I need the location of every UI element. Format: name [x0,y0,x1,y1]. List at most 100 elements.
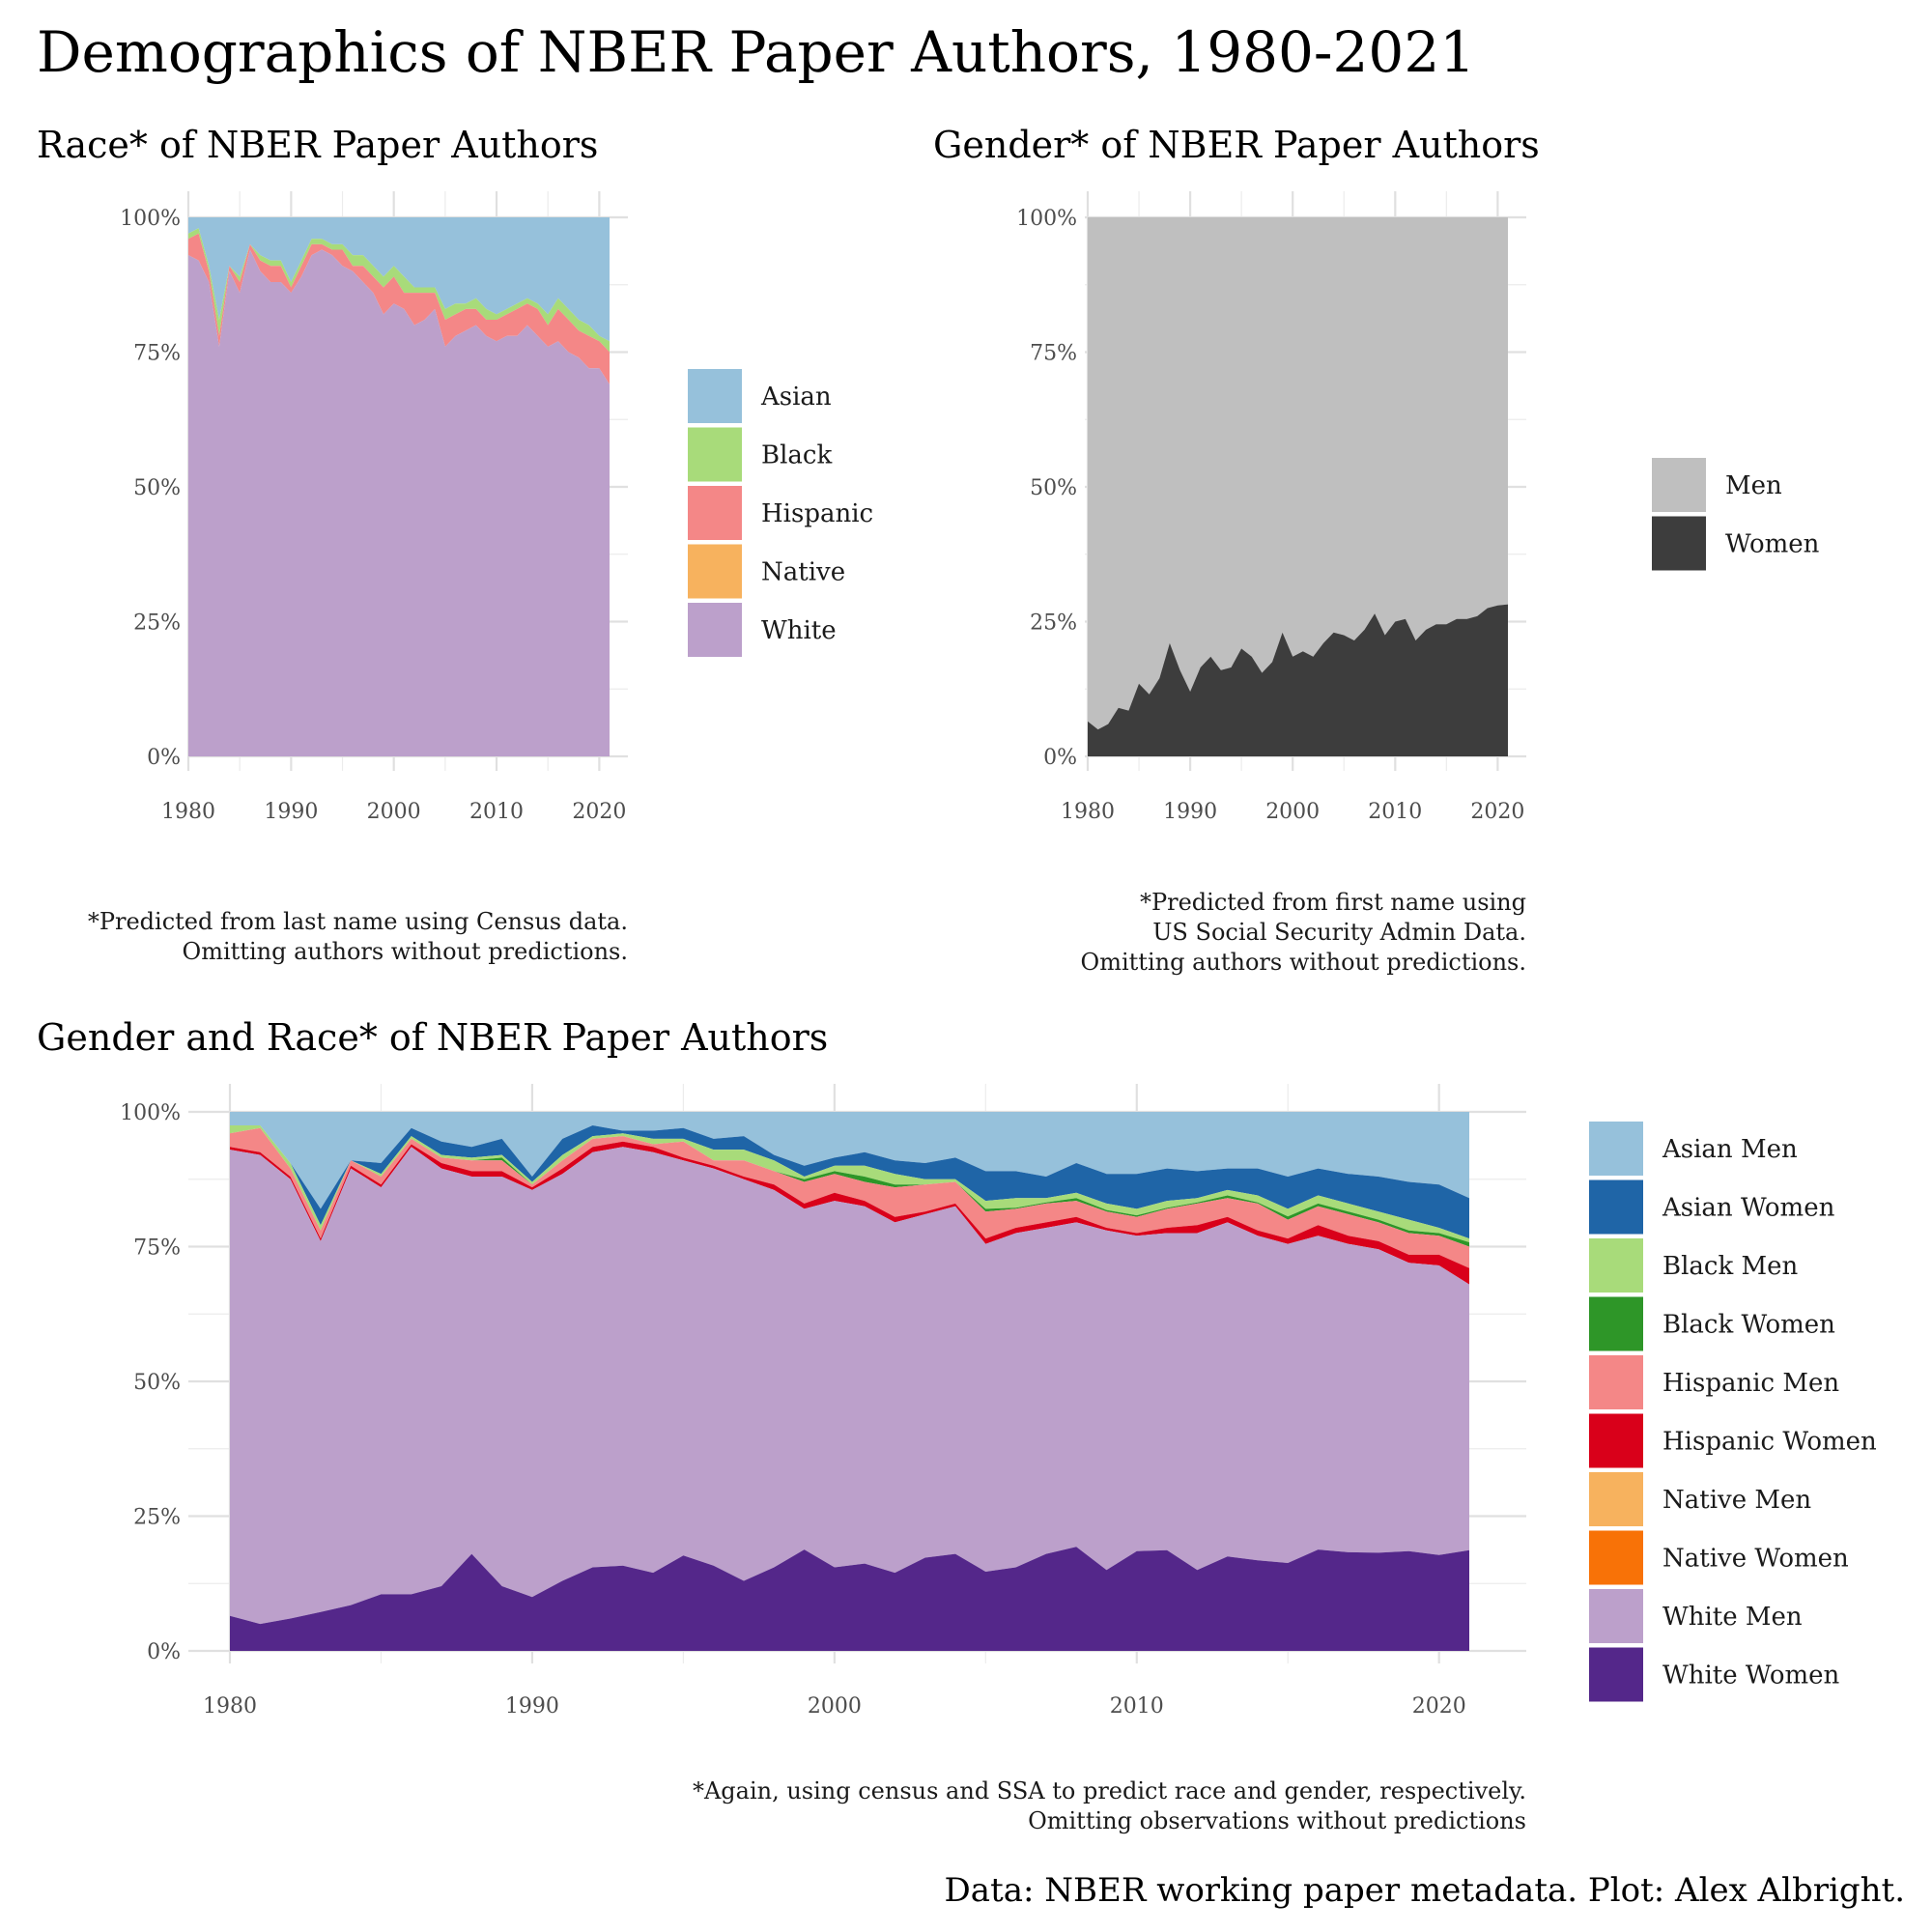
legend-item-black-men: Black Men [1589,1238,1799,1293]
x-tick-label: 2020 [572,800,626,824]
legend-item-native: Native [688,544,845,599]
x-tick-label: 2020 [1412,1694,1466,1719]
legend-item-hispanic-women: Hispanic Women [1589,1413,1877,1468]
y-tick-label: 25% [133,1506,181,1530]
gender-x-axis: 1980 1990 2000 2010 2020 [1061,800,1524,824]
y-tick-label: 75% [1030,342,1077,366]
legend-swatch [688,544,742,599]
gender-note-line-3: Omitting authors without predictions. [1081,949,1526,976]
legend-item-black-women: Black Women [1589,1296,1835,1351]
legend-label: White Men [1662,1603,1803,1632]
gender-race-note-line-2: Omitting observations without prediction… [1028,1807,1526,1834]
legend-swatch [1652,458,1706,512]
legend-swatch [688,427,742,482]
legend-label: Asian Men [1662,1135,1798,1164]
legend-item-women: Women [1652,516,1820,571]
race-note-line-1: *Predicted from last name using Census d… [88,908,628,935]
y-tick-label: 75% [133,342,181,366]
area-asian-men [230,1112,1469,1209]
gender-panel-title: Gender* of NBER Paper Authors [933,124,1540,166]
x-tick-label: 1990 [505,1694,559,1719]
y-tick-label: 25% [133,611,181,636]
y-tick-label: 100% [120,207,181,231]
race-y-axis: 0% 25% 50% 75% 100% [120,207,181,770]
y-tick-label: 50% [133,476,181,500]
legend-label: Women [1725,530,1820,559]
legend-swatch [1589,1355,1643,1409]
x-tick-label: 2010 [469,800,524,824]
legend-item-hispanic-men: Hispanic Men [1589,1355,1839,1409]
legend-label: Hispanic Women [1662,1428,1877,1457]
race-note-line-2: Omitting authors without predictions. [183,938,628,965]
y-tick-label: 25% [1030,611,1077,636]
area-asian [188,217,610,342]
y-tick-label: 100% [120,1101,181,1125]
gender-y-axis: 0% 25% 50% 75% 100% [1016,207,1077,770]
gender-race-areas [230,1112,1469,1651]
legend-swatch [1589,1472,1643,1526]
legend-swatch [1589,1122,1643,1176]
area-white-men [230,1147,1469,1625]
race-plot-area: 0% 25% 50% 75% 100% 1980 1990 2000 2010 2020 [120,191,628,824]
area-asian-women [230,1125,1469,1239]
legend-swatch [1589,1179,1643,1235]
y-tick-label: 50% [1030,476,1077,500]
x-tick-label: 1990 [1163,800,1217,824]
gender-race-panel: Gender and Race* of NBER Paper Authors 0… [37,1016,1877,1834]
legend-swatch [688,603,742,657]
race-x-axis: 1980 1990 2000 2010 2020 [161,800,626,824]
main-title: Demographics of NBER Paper Authors, 1980… [37,19,1475,85]
caption: Data: NBER working paper metadata. Plot:… [945,1871,1905,1910]
gender-race-note-line-1: *Again, using census and SSA to predict … [693,1777,1526,1804]
y-tick-label: 50% [133,1371,181,1395]
gender-areas [1088,217,1508,756]
gender-race-panel-title: Gender and Race* of NBER Paper Authors [37,1016,828,1059]
legend-swatch [688,369,742,423]
x-tick-label: 2010 [1110,1694,1164,1719]
gender-race-plot-area: 0% 25% 50% 75% 100% 1980 1990 2000 2010 2020 [120,1084,1526,1719]
x-tick-label: 1990 [264,800,318,824]
legend-swatch [1589,1296,1643,1351]
area-hispanic [188,233,610,384]
race-panel-title: Race* of NBER Paper Authors [37,124,598,166]
x-tick-label: 2010 [1368,800,1422,824]
x-tick-label: 1980 [203,1694,257,1719]
legend-swatch [1589,1647,1643,1702]
legend-label: White [761,616,837,645]
legend-item-native-men: Native Men [1589,1472,1811,1526]
legend-label: Hispanic Men [1662,1369,1839,1398]
legend-label: Black Women [1662,1311,1835,1340]
legend-item-men: Men [1652,458,1782,512]
area-women [1088,604,1508,756]
x-tick-label: 1980 [161,800,215,824]
legend-label: White Women [1662,1662,1840,1690]
x-tick-label: 2000 [1265,800,1320,824]
x-tick-label: 2000 [808,1694,862,1719]
race-panel: Race* of NBER Paper Authors 0% 25% 50% 75% 1… [37,124,873,965]
legend-item-white: White [688,603,837,657]
legend-swatch [1652,516,1706,571]
legend-label: Hispanic [761,499,873,528]
legend-swatch [1589,1238,1643,1293]
y-tick-label: 100% [1016,207,1077,231]
legend-item-black: Black [688,427,832,482]
legend-item-asian: Asian [688,369,832,423]
legend-label: Men [1725,471,1782,500]
legend-swatch [1589,1413,1643,1468]
legend-item-asian-women: Asian Women [1589,1179,1835,1235]
gender-note-line-1: *Predicted from first name using [1140,889,1526,916]
legend-label: Asian Women [1662,1194,1835,1223]
legend-label: Black Men [1662,1252,1799,1281]
gender-note-line-2: US Social Security Admin Data. [1152,919,1526,946]
gender-panel: Gender* of NBER Paper Authors 0% 25% 50% 75… [933,124,1820,976]
legend-item-asian-men: Asian Men [1589,1122,1798,1176]
y-tick-label: 0% [147,1640,181,1664]
y-tick-label: 75% [133,1236,181,1261]
race-areas [188,217,610,756]
legend-swatch [1589,1530,1643,1585]
legend-item-hispanic: Hispanic [688,486,873,540]
gender-legend: Men Women [1652,458,1820,571]
gender-plot-area: 0% 25% 50% 75% 100% 1980 1990 2000 2010 2020 [1016,191,1526,824]
legend-label: Native Men [1662,1486,1811,1515]
